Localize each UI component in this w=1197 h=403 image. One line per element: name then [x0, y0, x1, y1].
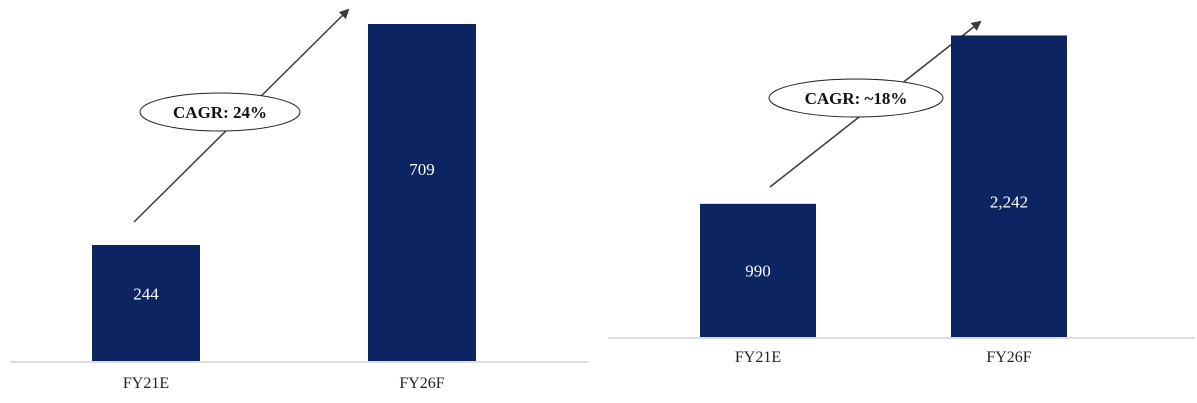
- x-tick-labels: FY21E FY26F: [735, 349, 1032, 366]
- cagr-label: CAGR: 24%: [173, 103, 267, 122]
- bar-fy26f: [368, 23, 476, 362]
- bar-value-label: 244: [133, 285, 159, 304]
- chart-left: 244 709 FY21E FY26F CAGR: 24%: [10, 8, 588, 392]
- bar-fy21e: [92, 245, 200, 361]
- bars: 244 709: [92, 23, 476, 362]
- x-tick-label: FY21E: [735, 349, 781, 366]
- bar-value-label: 2,242: [990, 192, 1028, 211]
- bar-value-label: 990: [745, 261, 771, 280]
- cagr-label: CAGR: ~18%: [805, 89, 908, 108]
- x-tick-labels: FY21E FY26F: [123, 375, 445, 392]
- chart-right: 990 2,242 FY21E FY26F CAGR: ~18%: [608, 20, 1195, 366]
- bars: 990 2,242: [700, 35, 1067, 337]
- cagr-callout: [768, 78, 944, 118]
- cagr-callout: [139, 92, 301, 132]
- bar-value-label: 709: [409, 160, 435, 179]
- bar-fy21e: [700, 203, 816, 337]
- x-tick-label: FY26F: [986, 349, 1031, 366]
- x-tick-label: FY21E: [123, 375, 169, 392]
- x-tick-label: FY26F: [399, 375, 444, 392]
- bar-fy26f: [951, 35, 1067, 337]
